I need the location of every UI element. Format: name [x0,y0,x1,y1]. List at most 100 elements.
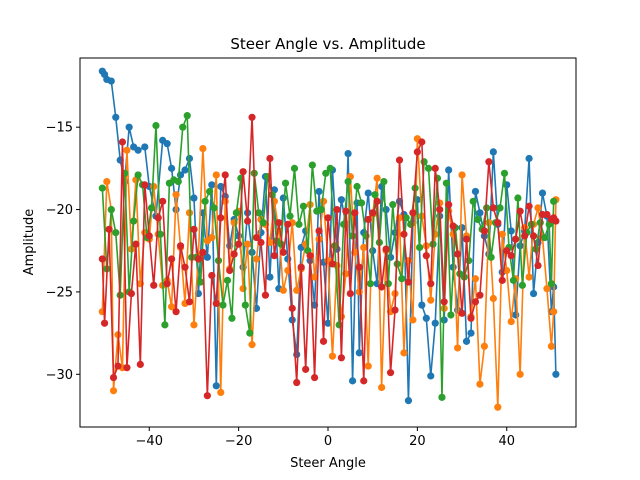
data-point [471,298,480,306]
data-point [458,309,466,317]
data-point [172,308,180,316]
data-point [310,273,319,281]
data-point [445,201,453,209]
data-point [458,171,466,179]
data-point [217,388,225,397]
data-point [480,227,488,235]
data-point [447,311,455,319]
data-point [404,397,413,405]
data-point [440,298,448,306]
data-point [293,378,301,387]
data-point [230,250,238,258]
data-point [217,182,225,191]
data-point [281,179,290,187]
data-point [431,319,439,327]
y-axis-ticks: −30 −25 −20 −15 [46,121,80,383]
data-point [503,181,511,189]
data-point [494,219,502,227]
data-point [194,255,203,263]
data-point [255,209,263,217]
data-point [541,233,549,242]
x-tick-label: −40 [136,434,163,449]
data-point [210,204,218,212]
data-point [550,308,558,316]
data-point [123,364,131,372]
data-point [445,166,453,174]
data-point [286,212,294,220]
data-point [219,301,227,309]
data-point [150,182,158,191]
data-point [252,233,261,242]
data-point [489,148,497,156]
data-point [462,337,471,345]
data-point [357,199,366,207]
data-point [420,158,428,166]
data-point [228,314,236,322]
data-point [360,243,368,252]
data-point [324,319,332,327]
data-point [449,222,457,230]
data-point [116,291,124,299]
data-point [136,360,144,368]
x-axis-label: Steer Angle [290,456,366,471]
data-point [279,286,287,294]
data-point [538,189,547,197]
data-point [127,289,135,298]
y-tick-label: −15 [46,121,73,136]
data-point [378,383,386,392]
data-point [364,189,372,197]
data-point [293,286,301,294]
data-point [125,123,133,131]
data-point [112,113,120,121]
data-point [465,257,473,265]
data-point [525,202,533,210]
data-point [364,362,372,370]
data-point [152,121,160,130]
data-point [353,182,361,191]
data-point [514,194,522,202]
data-point [442,179,451,187]
data-point [389,201,397,209]
data-point [107,77,115,85]
data-point [248,113,256,121]
data-point [378,283,386,291]
data-point [503,266,511,275]
data-point [346,289,354,298]
data-point [112,229,120,237]
data-point [212,171,220,179]
data-point [203,392,211,400]
data-point [221,171,229,179]
data-point [130,217,138,225]
data-point [212,382,220,390]
data-point [266,238,274,247]
data-point [507,252,515,260]
data-point [543,210,551,219]
data-point [308,161,316,169]
data-point [252,255,261,263]
data-point [284,220,292,228]
series-line [101,116,557,397]
data-point [243,240,252,248]
data-point [471,187,480,196]
data-point [382,245,390,253]
data-point [552,370,560,378]
data-point [319,197,328,205]
data-point [279,194,287,202]
data-point [199,248,207,256]
data-point [315,227,323,235]
data-point [326,164,334,172]
data-point [534,204,542,212]
data-point [185,154,194,163]
data-point [416,243,424,252]
data-point [550,197,558,205]
data-point [324,214,332,222]
data-point [418,138,426,146]
data-point [259,219,267,227]
data-point [266,273,274,281]
data-point [355,349,363,357]
data-point [328,352,337,360]
data-point [369,209,377,217]
data-point [241,301,249,309]
data-point [141,143,149,151]
data-point [154,214,162,222]
